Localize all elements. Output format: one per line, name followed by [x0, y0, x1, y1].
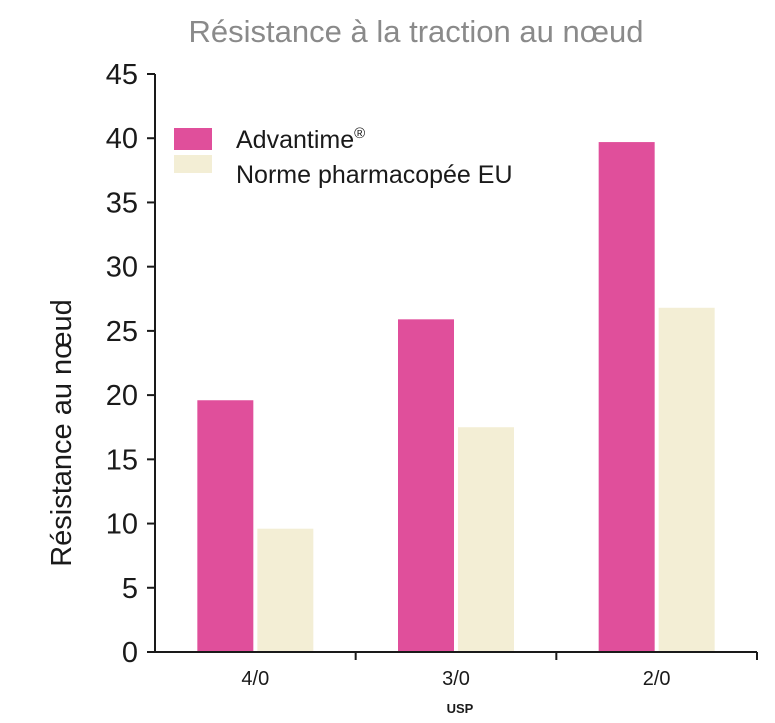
bars — [197, 142, 715, 652]
legend-swatch-norme-pharmacopee-eu — [174, 155, 212, 173]
x-tick-label: 4/0 — [241, 668, 269, 690]
legend-label-norme-pharmacopee-eu: Norme pharmacopée EU — [236, 161, 513, 189]
legend-label-advantime: Advantime® — [236, 125, 365, 154]
y-tick-label: 30 — [106, 252, 138, 284]
legend-swatch-advantime — [174, 128, 212, 150]
y-tick-label: 5 — [122, 573, 138, 605]
x-axis-ticks: 4/0 3/0 2/0 — [241, 652, 758, 690]
y-tick-label: 20 — [106, 380, 138, 412]
y-tick-label: 25 — [106, 316, 138, 348]
bar-advantime — [398, 319, 454, 652]
legend: Advantime® Norme pharmacopée EU — [174, 125, 513, 189]
x-tick-label: 2/0 — [643, 668, 671, 690]
chart-title: Résistance à la traction au nœud — [189, 14, 644, 49]
bar-norme-pharmacopee-eu — [658, 307, 715, 652]
x-tick-label: 3/0 — [442, 668, 470, 690]
y-tick-label: 15 — [106, 444, 138, 476]
bar-norme-pharmacopee-eu — [458, 427, 514, 652]
y-tick-label: 0 — [122, 637, 138, 669]
x-axis-label: USP — [447, 701, 474, 716]
bar-advantime — [598, 142, 655, 652]
y-tick-label: 35 — [106, 187, 138, 219]
y-tick-label: 40 — [106, 123, 138, 155]
bar-norme-pharmacopee-eu — [257, 528, 314, 652]
registered-mark: ® — [354, 125, 365, 142]
y-axis-label: Résistance au nœud — [46, 299, 78, 567]
y-axis-ticks: 0 5 10 15 20 25 30 35 40 45 — [106, 59, 155, 669]
y-tick-label: 10 — [106, 509, 138, 541]
bar-advantime — [197, 400, 254, 652]
y-tick-label: 45 — [106, 59, 138, 91]
